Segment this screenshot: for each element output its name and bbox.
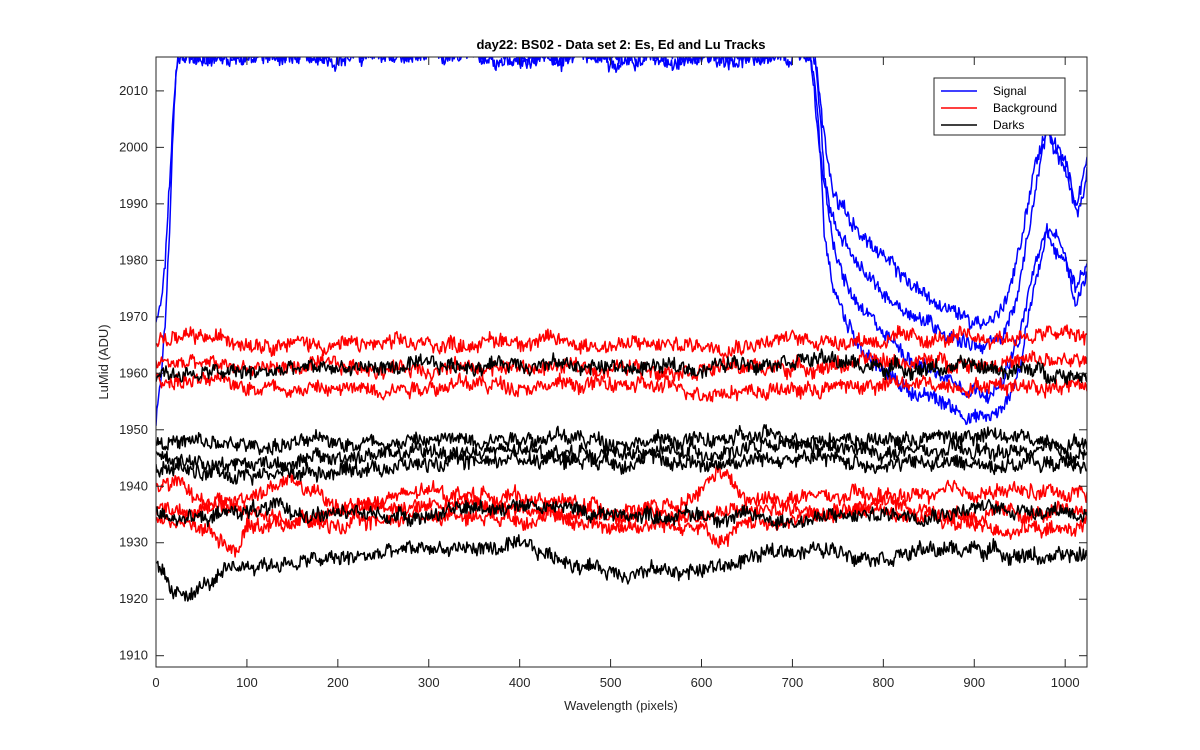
background-trace-6: [156, 369, 1087, 403]
y-tick-label: 1910: [119, 648, 148, 663]
signal-trace-3: [814, 57, 1087, 331]
darks-trace-14: [156, 497, 1087, 531]
series-traces: [156, 57, 1087, 602]
y-tick-label: 1990: [119, 196, 148, 211]
y-tick-label: 1980: [119, 252, 148, 267]
background-trace-4: [156, 324, 1087, 359]
legend-label-signal: Signal: [993, 84, 1026, 98]
chart-title: day22: BS02 - Data set 2: Es, Ed and Lu …: [476, 37, 765, 52]
darks-trace-11: [156, 424, 1087, 456]
darks-trace-13: [156, 446, 1087, 486]
x-tick-label: 700: [782, 675, 804, 690]
x-tick-label: 100: [236, 675, 258, 690]
x-tick-label: 900: [963, 675, 985, 690]
darks-trace-12: [156, 435, 1087, 476]
x-tick-label: 400: [509, 675, 531, 690]
y-tick-label: 1940: [119, 478, 148, 493]
x-axis-label: Wavelength (pixels): [564, 698, 678, 713]
legend-label-background: Background: [993, 101, 1057, 115]
y-tick-label: 1960: [119, 365, 148, 380]
y-tick-label: 1970: [119, 309, 148, 324]
legend-label-darks: Darks: [993, 118, 1024, 132]
y-tick-label: 1930: [119, 535, 148, 550]
plot-frame: [155, 56, 1088, 668]
x-tick-label: 500: [600, 675, 622, 690]
legend: Signal Background Darks: [933, 77, 1066, 136]
darks-trace-15: [156, 534, 1087, 602]
x-tick-label: 600: [691, 675, 713, 690]
darks-trace-10: [156, 348, 1087, 386]
y-tick-label: 2000: [119, 139, 148, 154]
signal-trace-0: [156, 57, 1087, 426]
y-tick-label: 2010: [119, 83, 148, 98]
x-tick-label: 200: [327, 675, 349, 690]
y-axis-label: LuMid (ADU): [96, 324, 111, 399]
x-tick-label: 800: [872, 675, 894, 690]
x-tick-label: 0: [152, 675, 159, 690]
x-axis: 0 100 200 300 400 500 600 700 800 900 1000: [152, 57, 1080, 690]
y-tick-label: 1950: [119, 422, 148, 437]
x-tick-label: 300: [418, 675, 440, 690]
y-axis: 1910 1920 1930 1940 1950 1960 1970 1980 1990 2000…: [119, 83, 1087, 663]
x-tick-label: 1000: [1051, 675, 1080, 690]
y-tick-label: 1920: [119, 591, 148, 606]
